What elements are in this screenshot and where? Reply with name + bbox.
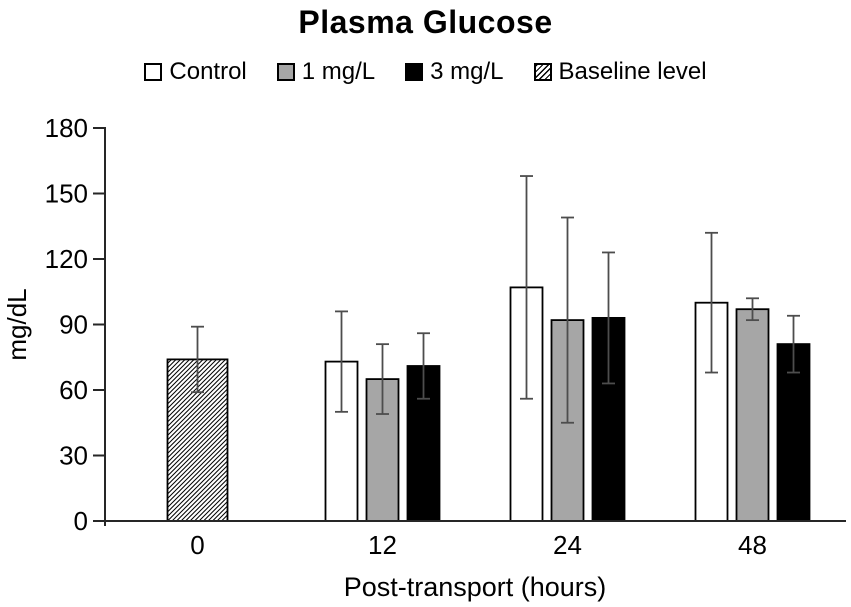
error-bar-baselinelevel-0 <box>191 325 204 394</box>
legend: Control 1 mg/L 3 mg/L Baseline level <box>0 58 851 86</box>
control-swatch-icon <box>144 63 163 81</box>
x-tick-label-48: 48 <box>738 530 767 560</box>
y-tick-label-120: 120 <box>45 244 88 274</box>
legend-item-control: Control <box>144 58 247 86</box>
error-bar-control-24 <box>520 175 533 400</box>
x-tick-label-0: 0 <box>190 530 204 560</box>
bar-3mgl-12 <box>406 365 441 522</box>
legend-label-control: Control <box>169 58 247 85</box>
3mgl-swatch-icon <box>405 63 424 81</box>
error-bar-control-48 <box>705 231 718 374</box>
legend-item-3mgl: 3 mg/L <box>405 58 504 86</box>
error-bar-3mgl-24 <box>602 251 615 385</box>
y-tick-label-30: 30 <box>59 441 88 471</box>
legend-label-baseline: Baseline level <box>558 58 707 85</box>
x-axis-title: Post-transport (hours) <box>344 572 607 602</box>
error-bar-control-12 <box>335 310 348 413</box>
error-bar-3mgl-48 <box>787 314 800 374</box>
y-tick-label-90: 90 <box>59 310 88 340</box>
y-tick-label-0: 0 <box>74 506 88 536</box>
x-tick-label-12: 12 <box>368 530 397 560</box>
error-bar-1mgl-12 <box>376 343 389 415</box>
legend-label-1mgl: 1 mg/L <box>301 58 376 85</box>
y-axis-title: mg/dL <box>2 288 32 360</box>
error-bar-3mgl-12 <box>417 332 430 400</box>
legend-label-3mgl: 3 mg/L <box>430 58 504 85</box>
bar-1mgl-48 <box>735 308 770 522</box>
1mgl-swatch-icon <box>276 63 295 81</box>
x-tick-label-24: 24 <box>553 530 582 560</box>
y-tick-label-150: 150 <box>45 179 88 209</box>
legend-item-1mgl: 1 mg/L <box>276 58 376 86</box>
error-bar-1mgl-48 <box>746 297 759 322</box>
bar-3mgl-48 <box>776 343 811 522</box>
chart-title: Plasma Glucose <box>298 4 553 40</box>
baseline-swatch-icon <box>533 63 552 81</box>
y-tick-label-60: 60 <box>59 375 88 405</box>
legend-item-baseline: Baseline level <box>533 58 707 86</box>
y-tick-label-180: 180 <box>45 113 88 143</box>
error-bar-1mgl-24 <box>561 216 574 424</box>
